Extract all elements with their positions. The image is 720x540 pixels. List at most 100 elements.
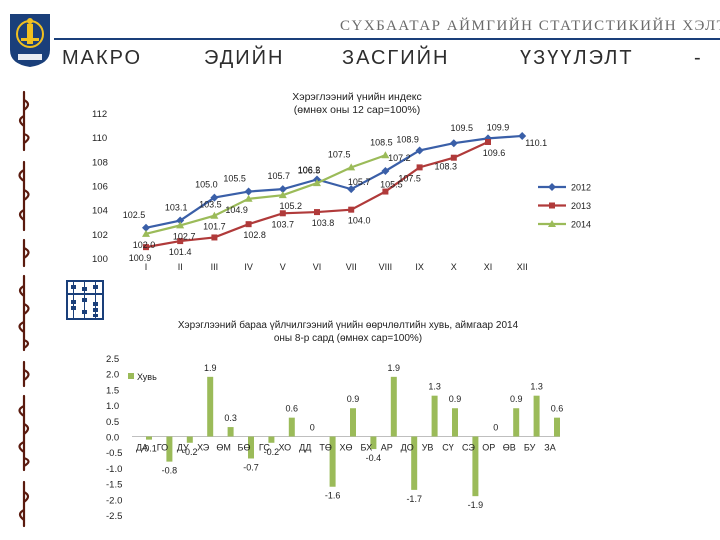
line-chart-title: Хэрэглээний үнийн индекс	[292, 91, 422, 103]
bar-category-label: ГО	[157, 443, 168, 453]
bar-value-label: -0.1	[141, 444, 157, 454]
bar-category-label: ЗА	[544, 443, 555, 453]
data-point-2013	[279, 210, 286, 217]
x-tick-label: VIII	[379, 262, 393, 272]
bar-value-label: 0	[493, 423, 498, 433]
bar	[146, 436, 152, 440]
data-label-2013: 105.5	[380, 180, 403, 190]
data-label-2012: 109.5	[451, 123, 474, 133]
bar-y-tick-label: 1.5	[106, 385, 119, 396]
bar-value-label: 1.3	[428, 382, 441, 392]
title-word-1: МАКРО	[62, 47, 143, 69]
bar-category-label: ХЭ	[197, 443, 210, 453]
bar-y-tick-label: 1.0	[106, 401, 119, 412]
bar-category-label: ОР	[482, 443, 495, 453]
bar	[411, 436, 418, 490]
data-point-2014	[176, 221, 185, 229]
x-tick-label: V	[280, 262, 286, 272]
bar	[452, 408, 458, 437]
x-tick-label: IV	[244, 262, 253, 272]
bar-value-label: 0.6	[286, 404, 299, 414]
data-label-2012: 103.1	[165, 203, 188, 213]
data-point-2013	[348, 206, 355, 213]
legend-marker-2014	[548, 220, 556, 227]
data-label-2014: 106.2	[298, 165, 321, 175]
bar-category-label: ГС	[259, 443, 270, 453]
data-label-2013: 103.8	[312, 218, 335, 228]
legend-marker-2012	[548, 183, 556, 191]
data-label-2014: 105.2	[280, 201, 303, 211]
bar-value-label: -0.8	[162, 466, 178, 476]
bar-value-label: -0.2	[264, 447, 280, 457]
data-point-2012	[244, 187, 253, 196]
bar-value-label: 1.3	[530, 382, 543, 392]
data-point-2012	[210, 193, 219, 202]
bar-value-label: 0.3	[224, 413, 237, 423]
data-label-2013: 107.5	[398, 173, 421, 183]
bar	[166, 436, 173, 462]
title-word-3: ЗАСГИЙН	[342, 47, 450, 69]
data-label-2013: 109.6	[483, 148, 506, 158]
bar-category-label: СЭ	[462, 443, 475, 453]
bar-y-tick-label: 2.5	[106, 354, 119, 365]
bar-value-label: 1.9	[388, 363, 401, 373]
bar-category-label: БӨ	[238, 443, 251, 453]
data-label-2012: 105.7	[348, 177, 371, 187]
bar-legend-swatch	[128, 373, 134, 379]
legend-label-2012: 2012	[571, 183, 591, 193]
data-label-2013: 102.8	[243, 230, 266, 240]
bar-category-label: СҮ	[442, 443, 454, 453]
bar	[248, 436, 254, 459]
bar-y-tick-label: 0.5	[106, 417, 119, 428]
data-label-2013: 108.3	[435, 162, 458, 172]
bar-category-label: ДД	[299, 443, 311, 453]
bar-value-label: -0.2	[182, 447, 198, 457]
data-label-2014: 103.5	[199, 200, 222, 210]
y-tick-label: 102	[92, 230, 108, 241]
bar-value-label: 0.6	[551, 404, 564, 414]
bar-category-label: ДО	[401, 443, 414, 453]
data-point-2014	[278, 191, 287, 199]
bar-value-label: 0.9	[449, 394, 462, 404]
bar-category-label: ДА	[136, 443, 148, 453]
bar	[370, 436, 377, 450]
data-point-2013	[143, 244, 149, 251]
bar-value-label: -1.7	[406, 494, 422, 504]
data-label-2012: 105.5	[223, 174, 246, 184]
bar-category-label: БУ	[524, 443, 536, 453]
legend-label-2013: 2013	[571, 201, 591, 211]
y-tick-label: 112	[92, 109, 107, 120]
bar-y-tick-label: -0.5	[106, 448, 122, 459]
bar	[268, 436, 275, 443]
data-point-2013	[450, 154, 457, 161]
x-tick-label: IX	[415, 262, 424, 272]
bar-value-label: 0	[310, 423, 315, 433]
x-tick-label: VI	[313, 262, 322, 272]
bar-legend-label: Хувь	[137, 372, 157, 382]
data-label-2014: 104.9	[225, 205, 248, 215]
bar-value-label: -0.7	[243, 462, 259, 472]
data-point-2013	[177, 238, 184, 245]
data-point-2012	[381, 167, 390, 175]
slide-header: МАКРО ЭДИЙН ЗАСГИЙН ҮЗҮҮЛЭЛТ -	[54, 38, 720, 76]
bar	[533, 395, 540, 437]
x-tick-label: I	[145, 262, 148, 272]
abacus-icon	[66, 280, 104, 320]
y-tick-label: 100	[92, 254, 108, 265]
bar-category-label: УВ	[422, 443, 434, 453]
soyombo-emblem-icon	[4, 12, 56, 68]
title-word-2: ЭДИЙН	[204, 47, 285, 69]
data-label-2013: 101.4	[169, 247, 192, 257]
bar-value-label: -1.9	[468, 500, 484, 510]
bar-category-label: ТӨ	[319, 443, 332, 453]
bar-category-label: ӨВ	[503, 443, 516, 453]
bar-category-label: АР	[381, 443, 393, 453]
bar	[350, 408, 356, 437]
bar-chart-title: Хэрэглээний бараа үйлчилгээний үнийн өөр…	[178, 319, 519, 331]
title-word-5: -	[694, 47, 703, 69]
line-chart-subtitle: (өмнөх оны 12 сар=100%)	[294, 104, 420, 116]
data-label-2012: 102.5	[123, 210, 146, 220]
data-label-2013: 100.9	[129, 253, 152, 263]
